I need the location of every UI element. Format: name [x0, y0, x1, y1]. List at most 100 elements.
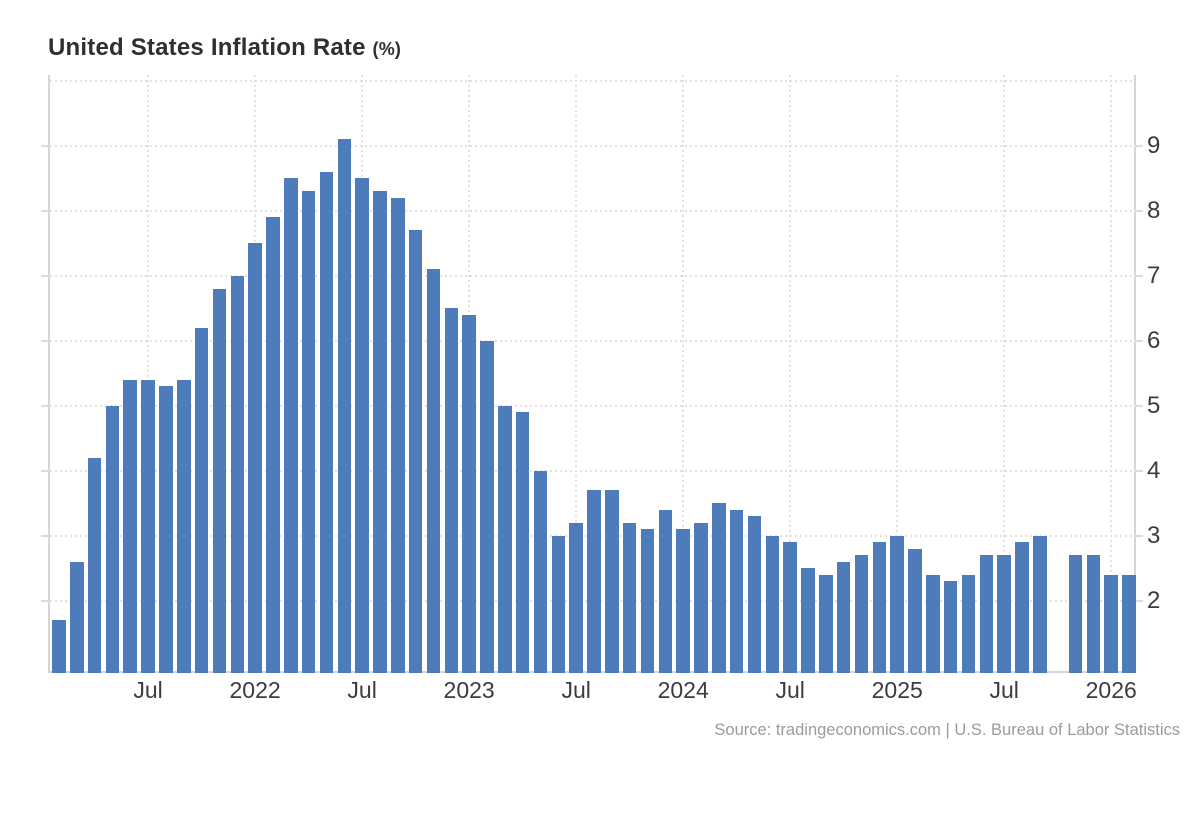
- y-tick-right: [1134, 144, 1143, 147]
- bar[interactable]: [729, 509, 744, 673]
- bar[interactable]: [836, 561, 851, 673]
- bar[interactable]: [301, 191, 316, 673]
- x-axis-label: 2026: [1085, 677, 1137, 703]
- x-axis-label: 2024: [657, 677, 709, 703]
- bar[interactable]: [676, 529, 690, 673]
- x-gridline: [147, 75, 150, 671]
- bar[interactable]: [319, 171, 334, 673]
- bar[interactable]: [765, 535, 780, 673]
- bar[interactable]: [943, 581, 958, 673]
- bar[interactable]: [266, 217, 280, 673]
- bar[interactable]: [52, 620, 66, 673]
- y-gridline: [50, 144, 1134, 147]
- y-tick-left: [41, 209, 50, 212]
- bar[interactable]: [605, 490, 619, 673]
- chart-title-unit: (%): [372, 39, 402, 59]
- y-tick-left: [41, 339, 50, 342]
- bar[interactable]: [391, 197, 405, 673]
- bar[interactable]: [783, 542, 797, 673]
- bar[interactable]: [640, 529, 655, 673]
- y-tick-left: [41, 534, 50, 537]
- y-axis-label: 4: [1147, 456, 1161, 484]
- bar[interactable]: [159, 386, 173, 673]
- bar[interactable]: [444, 308, 459, 673]
- bar[interactable]: [373, 191, 387, 673]
- x-axis-label: 2025: [871, 677, 923, 703]
- x-axis-label: Jul: [775, 677, 805, 703]
- bar[interactable]: [819, 574, 833, 673]
- bar[interactable]: [1033, 535, 1047, 673]
- bar[interactable]: [1086, 555, 1101, 673]
- x-axis-label: 2023: [443, 677, 495, 703]
- bar[interactable]: [694, 522, 708, 673]
- y-axis-label: 5: [1147, 391, 1161, 419]
- bar[interactable]: [248, 243, 262, 673]
- bar[interactable]: [533, 470, 548, 673]
- y-gridline: [50, 274, 1134, 277]
- y-tick-right: [1134, 534, 1143, 537]
- y-gridline: [50, 79, 1134, 82]
- plot-area: Jul 2022 Jul 2023 Jul 2024 Jul 2025 Jul 2026 2 3 4 5 6…: [41, 75, 1160, 703]
- x-axis-label: 2022: [229, 677, 281, 703]
- bar[interactable]: [658, 509, 673, 673]
- bar[interactable]: [337, 139, 352, 673]
- y-axis-label: 2: [1147, 586, 1161, 614]
- chart-title: United States Inflation Rate (%): [48, 34, 401, 62]
- bar[interactable]: [747, 516, 762, 673]
- bar[interactable]: [123, 379, 138, 673]
- bar[interactable]: [408, 230, 423, 673]
- bar[interactable]: [587, 490, 601, 673]
- bar[interactable]: [908, 548, 922, 673]
- bar[interactable]: [462, 314, 476, 673]
- y-gridline: [50, 209, 1134, 212]
- y-tick-right: [1134, 599, 1143, 602]
- bar[interactable]: [1122, 574, 1136, 673]
- x-gridline: [896, 75, 899, 671]
- bar[interactable]: [87, 457, 102, 673]
- bar[interactable]: [890, 535, 904, 673]
- y-tick-right: [1134, 274, 1143, 277]
- bar[interactable]: [498, 405, 512, 673]
- x-axis-label: Jul: [989, 677, 1019, 703]
- bar[interactable]: [854, 555, 869, 673]
- bar[interactable]: [515, 412, 530, 673]
- bar[interactable]: [355, 178, 369, 673]
- y-axis-label: 9: [1147, 131, 1161, 159]
- x-gridline: [682, 75, 685, 671]
- y-tick-right: [1134, 404, 1143, 407]
- bar[interactable]: [426, 269, 441, 673]
- source-text: Source: tradingeconomics.com | U.S. Bure…: [714, 721, 1180, 739]
- bar[interactable]: [872, 542, 887, 673]
- bar[interactable]: [997, 555, 1011, 673]
- x-gridline: [575, 75, 578, 671]
- bar[interactable]: [712, 503, 726, 673]
- y-tick-left: [41, 144, 50, 147]
- bar[interactable]: [176, 379, 191, 673]
- bar[interactable]: [926, 574, 940, 673]
- y-tick-left: [41, 404, 50, 407]
- bar[interactable]: [569, 522, 583, 673]
- bar[interactable]: [105, 405, 120, 673]
- bar[interactable]: [801, 568, 815, 673]
- y-axis-label: 8: [1147, 196, 1161, 224]
- bar[interactable]: [551, 535, 566, 673]
- bar[interactable]: [141, 379, 155, 673]
- y-tick-left: [41, 469, 50, 472]
- bar[interactable]: [69, 561, 84, 673]
- bar[interactable]: [1015, 542, 1029, 673]
- bar[interactable]: [979, 555, 994, 673]
- bar[interactable]: [212, 288, 227, 673]
- bar[interactable]: [1104, 574, 1118, 673]
- bar[interactable]: [230, 275, 245, 673]
- y-tick-left: [41, 274, 50, 277]
- x-gridline: [1110, 75, 1113, 671]
- x-gridline: [789, 75, 792, 671]
- bar[interactable]: [1068, 555, 1083, 673]
- bar[interactable]: [194, 327, 209, 673]
- y-gridline: [50, 339, 1134, 342]
- bar[interactable]: [622, 522, 637, 673]
- bar[interactable]: [480, 340, 494, 673]
- x-gridline: [1003, 75, 1006, 671]
- bar[interactable]: [961, 574, 976, 673]
- bar[interactable]: [284, 178, 298, 673]
